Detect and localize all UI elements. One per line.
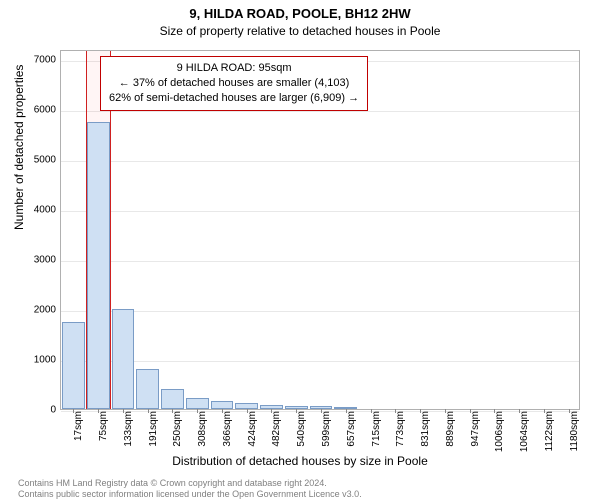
- x-tick: 599sqm: [321, 411, 325, 447]
- footer-line2: Contains public sector information licen…: [18, 489, 362, 500]
- x-tick: 250sqm: [172, 411, 176, 447]
- gridline: [61, 161, 579, 162]
- x-tick: 482sqm: [271, 411, 275, 447]
- chart-title-line2: Size of property relative to detached ho…: [0, 24, 600, 38]
- annotation-line3: 62% of semi-detached houses are larger (…: [109, 91, 359, 106]
- gridline: [61, 311, 579, 312]
- gridline: [61, 261, 579, 262]
- histogram-bar: [136, 369, 159, 409]
- x-axis-label: Distribution of detached houses by size …: [0, 454, 600, 468]
- annotation-box: 9 HILDA ROAD: 95sqm ← 37% of detached ho…: [100, 56, 368, 111]
- histogram-bar: [161, 389, 184, 409]
- x-tick: 657sqm: [346, 411, 350, 447]
- x-tick: 831sqm: [420, 411, 424, 447]
- histogram-bar: [112, 309, 135, 409]
- histogram-bar: [87, 122, 110, 410]
- histogram-bar: [211, 401, 234, 409]
- x-tick: 308sqm: [197, 411, 201, 447]
- x-tick: 889sqm: [445, 411, 449, 447]
- x-tick: 540sqm: [296, 411, 300, 447]
- y-tick: 2000: [34, 305, 56, 316]
- gridline: [61, 111, 579, 112]
- x-tick: 1180sqm: [569, 411, 573, 451]
- x-tick: 424sqm: [247, 411, 251, 447]
- annotation-line2: ← 37% of detached houses are smaller (4,…: [109, 76, 359, 91]
- x-tick: 191sqm: [148, 411, 152, 447]
- x-tick: 947sqm: [470, 411, 474, 447]
- y-tick: 1000: [34, 355, 56, 366]
- x-tick: 715sqm: [371, 411, 375, 447]
- histogram-bar: [62, 322, 85, 410]
- annotation-line1: 9 HILDA ROAD: 95sqm: [109, 61, 359, 76]
- x-tick: 1006sqm: [494, 411, 498, 452]
- y-tick: 3000: [34, 255, 56, 266]
- y-tick: 7000: [34, 55, 56, 66]
- y-tick: 4000: [34, 205, 56, 216]
- x-tick: 17sqm: [73, 411, 77, 441]
- x-tick: 366sqm: [222, 411, 226, 447]
- y-axis-label: Number of detached properties: [12, 65, 26, 230]
- chart-container: 9, HILDA ROAD, POOLE, BH12 2HW Size of p…: [0, 0, 600, 500]
- y-tick: 5000: [34, 155, 56, 166]
- gridline: [61, 361, 579, 362]
- chart-title-line1: 9, HILDA ROAD, POOLE, BH12 2HW: [0, 6, 600, 21]
- y-tick: 0: [50, 405, 56, 416]
- histogram-bar: [186, 398, 209, 409]
- x-tick: 773sqm: [395, 411, 399, 447]
- x-tick: 75sqm: [98, 411, 102, 441]
- footer-text: Contains HM Land Registry data © Crown c…: [18, 478, 362, 500]
- x-tick: 133sqm: [123, 411, 127, 447]
- x-tick: 1122sqm: [544, 411, 548, 451]
- x-tick: 1064sqm: [519, 411, 523, 452]
- footer-line1: Contains HM Land Registry data © Crown c…: [18, 478, 362, 489]
- gridline: [61, 211, 579, 212]
- y-tick: 6000: [34, 105, 56, 116]
